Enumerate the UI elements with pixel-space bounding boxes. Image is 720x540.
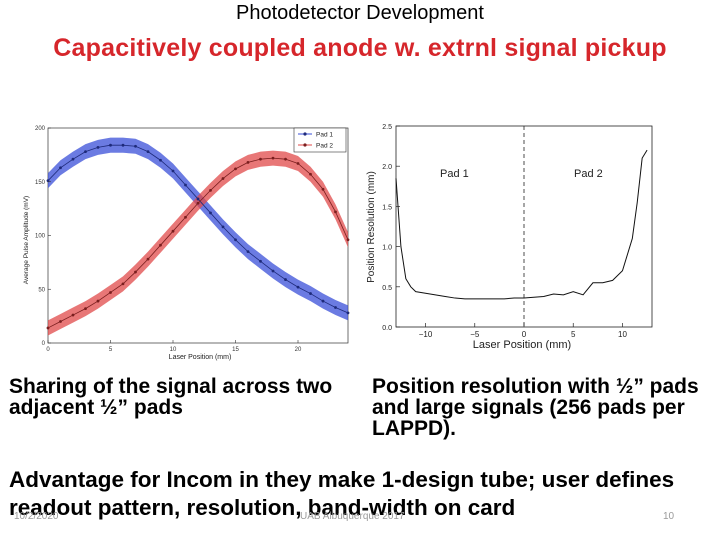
pad1-data-point [309, 292, 312, 295]
pad2-annotation: Pad 2 [574, 168, 603, 180]
pad1-data-point [221, 225, 225, 229]
amplitude-chart-ylabel: Average Pulse Amplitude (mV) [23, 196, 30, 284]
pad2-data-point [234, 167, 237, 171]
pad1-data-point [184, 183, 187, 187]
resolution-ytick-label: 0.0 [382, 325, 392, 332]
resolution-ytick-label: 2.5 [382, 124, 392, 131]
amplitude-xtick-label: 15 [232, 347, 239, 353]
footer-date: 10/2/2020 [14, 511, 59, 522]
pad1-annotation: Pad 1 [440, 168, 469, 180]
resolution-chart-axes [395, 125, 653, 328]
pad2-data-point [146, 257, 150, 261]
pad1-data-point [59, 166, 62, 170]
pad2-data-point [159, 243, 162, 247]
pad1-data-point [284, 278, 287, 281]
pad2-data-point [296, 162, 300, 165]
legend-pad2: Pad 2 [316, 143, 333, 150]
resolution-ytick-label: 1.5 [382, 204, 392, 211]
pad1-data-point [196, 197, 200, 201]
pad1-data-point [146, 150, 150, 154]
pad1-data-point [321, 299, 325, 303]
resolution-series-line [395, 149, 648, 300]
amplitude-ytick-label: 0 [42, 341, 46, 347]
pad2-data-point [46, 326, 50, 330]
pad1-data-point [259, 259, 262, 263]
pad1-data-point [346, 311, 350, 315]
amplitude-chart-legend: Pad 1 Pad 2 [293, 127, 347, 153]
amplitude-xtick-label: 5 [109, 347, 113, 353]
pad1-data-point [46, 179, 50, 183]
pad1-data-point [209, 211, 212, 215]
resolution-xtick-label: 0 [522, 330, 527, 339]
amplitude-ytick-label: 50 [38, 287, 45, 293]
legend-pad1: Pad 1 [316, 132, 333, 139]
amplitude-chart-xlabel: Laser Position (mm) [169, 354, 232, 361]
pad1-data-point [84, 150, 87, 154]
pad1-data-point [121, 143, 125, 147]
pad1-data-point [109, 143, 112, 147]
bottom-text: Advantage for Incom in they make 1-desig… [9, 467, 675, 520]
resolution-chart-xlabel: Laser Position (mm) [473, 339, 571, 351]
pad1-data-point [71, 157, 75, 161]
pad2-data-point [96, 299, 100, 303]
pad2-data-point [209, 188, 212, 192]
resolution-ytick-label: 2.0 [382, 164, 392, 171]
pad2-data-point [221, 177, 225, 180]
pad2-data-point [71, 313, 75, 317]
pad2-data-point [59, 320, 62, 323]
resolution-xtick-label: −5 [470, 330, 480, 339]
footer-center: UAB Albuquerque 2017 [300, 511, 405, 522]
pad2-data-point [134, 270, 137, 274]
pad1-data-point [296, 285, 300, 289]
page-number: 10 [663, 511, 675, 522]
slide-header: Photodetector Development [236, 2, 484, 24]
pad2-data-point [334, 210, 337, 214]
pad2-data-point [196, 201, 200, 205]
pad1-data-point [271, 269, 275, 273]
pad2-data-point [121, 282, 125, 286]
resolution-xtick-label: 10 [618, 330, 627, 339]
pad2-data-point [271, 156, 275, 160]
resolution-ytick-label: 1.0 [382, 245, 392, 252]
amplitude-xtick-label: 0 [46, 347, 50, 353]
amplitude-ytick-label: 200 [35, 126, 46, 132]
resolution-xtick-label: −10 [419, 330, 433, 339]
resolution-chart-ylabel: Position Resolution (mm) [366, 171, 377, 283]
pad2-data-point [284, 157, 287, 161]
pad1-data-point [134, 144, 137, 148]
caption-right: Position resolution with ½” pads and lar… [372, 375, 699, 440]
pad2-data-point [259, 157, 262, 161]
pad1-data-point [246, 250, 250, 254]
pad2-data-point [171, 229, 175, 233]
resolution-chart: −10 −5 0 5 100.00.51.01.52.02.5 Pad 1 Pad 2 … [366, 124, 653, 351]
caption-left: Sharing of the signal across two adjacen… [9, 375, 333, 419]
pad1-data-point [171, 169, 175, 173]
pad2-data-point [246, 161, 250, 164]
resolution-xtick-label: 5 [571, 330, 576, 339]
resolution-ytick-label: 0.5 [382, 285, 392, 292]
amplitude-xtick-label: 20 [295, 347, 302, 353]
pad2-data-point [109, 291, 112, 294]
pad2-data-point [184, 215, 187, 219]
amplitude-xtick-label: 10 [170, 347, 177, 353]
pad1-data-point [234, 238, 237, 242]
pad1-data-point [334, 306, 337, 309]
pad2-data-point [321, 187, 325, 191]
pad2-data-point [346, 238, 350, 242]
pad1-data-point [96, 145, 100, 149]
pad1-data-point [159, 158, 162, 162]
pad1-error-band [48, 137, 348, 321]
amplitude-ytick-label: 100 [35, 234, 46, 240]
pad2-data-point [309, 172, 312, 176]
slide-title: Capacitively coupled anode w. extrnl sig… [53, 34, 667, 62]
amplitude-ytick-label: 150 [35, 180, 46, 186]
pad2-error-band [48, 150, 348, 336]
pad2-data-point [84, 307, 87, 310]
